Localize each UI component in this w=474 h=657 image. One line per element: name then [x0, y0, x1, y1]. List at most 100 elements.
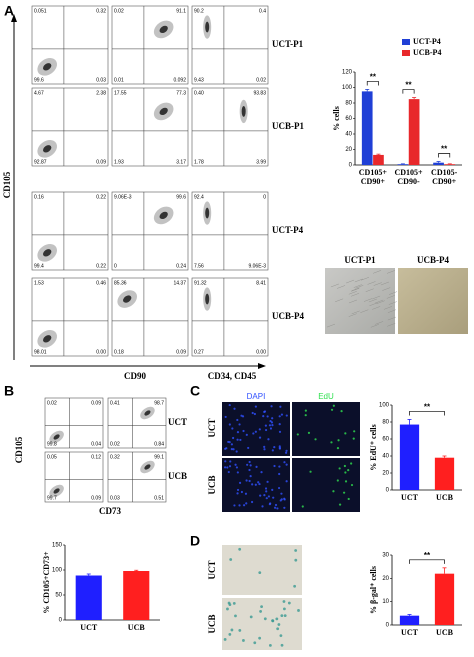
quadrant-value: 0.092 — [173, 77, 186, 83]
quadrant-value: 0.05 — [47, 454, 57, 460]
flow-plot — [111, 191, 189, 271]
nucleus — [252, 432, 255, 435]
quadrant-value: 0.00 — [256, 349, 266, 355]
nucleus — [271, 424, 274, 427]
cell-texture — [383, 306, 393, 310]
y-axis-label: % EdU⁺ cells — [369, 424, 378, 470]
cell-population — [159, 107, 168, 116]
stained-cell — [279, 634, 283, 638]
row-label: UCB — [207, 614, 217, 633]
quadrant-value: 98.7 — [154, 400, 164, 406]
significance-bracket — [409, 411, 445, 416]
bar — [75, 575, 102, 620]
cell-population — [205, 207, 210, 219]
quadrant-value: 99.1 — [154, 454, 164, 460]
cell-population — [53, 434, 60, 440]
nucleus — [246, 463, 249, 466]
quadrant-value: 1.53 — [34, 280, 44, 286]
stained-cell — [242, 639, 245, 642]
stained-cell — [259, 610, 262, 613]
quadrant-value: 0.51 — [154, 495, 164, 501]
y-tick-label: 0 — [386, 623, 390, 629]
quadrant-value: 3.99 — [256, 159, 266, 165]
nucleus — [251, 483, 254, 486]
stained-cell — [234, 614, 237, 618]
nucleus — [248, 468, 251, 472]
flow-plot — [191, 5, 269, 85]
micrograph — [325, 268, 395, 334]
significance-label: ** — [405, 81, 412, 90]
cell-texture — [348, 313, 357, 317]
nucleus — [278, 415, 281, 418]
nucleus — [267, 495, 271, 498]
row-label: UCT-P1 — [272, 39, 304, 49]
y-tick-label: 60 — [345, 116, 352, 122]
y-tick-label: 60 — [382, 437, 389, 443]
nucleus — [279, 405, 282, 408]
cell-texture — [376, 300, 385, 304]
quadrant-value: 0.16 — [34, 194, 44, 200]
nucleus — [272, 496, 275, 499]
image-label: UCB-P4 — [417, 255, 449, 265]
nucleus — [332, 490, 335, 493]
nucleus — [264, 424, 267, 427]
nucleus — [347, 469, 350, 472]
quadrant-value: 99.6 — [176, 194, 186, 200]
nucleus — [223, 466, 227, 469]
y-tick-label: 100 — [52, 568, 63, 574]
nucleus — [304, 409, 307, 412]
nucleus — [247, 446, 250, 450]
significance-bracket — [366, 81, 379, 86]
quadrant-value: 0.40 — [194, 90, 204, 96]
nucleus — [344, 471, 347, 474]
arrow-head — [258, 363, 266, 369]
stained-cell — [249, 615, 253, 619]
bar — [434, 457, 455, 490]
nucleus — [278, 423, 281, 426]
quadrant-value: 0.27 — [194, 349, 204, 355]
nucleus — [278, 430, 282, 433]
stained-cell — [283, 614, 287, 618]
cell-texture — [375, 321, 384, 325]
y-tick-label: 40 — [345, 132, 352, 138]
nucleus — [263, 445, 266, 448]
cell-texture — [386, 270, 396, 274]
nucleus — [254, 430, 257, 433]
nucleus — [270, 421, 274, 424]
quadrant-value: 0.01 — [114, 77, 124, 83]
stained-cell — [232, 602, 236, 605]
stained-cell — [280, 614, 284, 618]
nucleus — [269, 427, 273, 430]
bar — [397, 164, 409, 165]
nucleus — [344, 480, 348, 483]
bar — [433, 162, 444, 165]
stained-cell — [287, 601, 291, 605]
nucleus — [234, 463, 237, 466]
nucleus — [269, 419, 272, 423]
y-tick-label: 80 — [382, 420, 389, 426]
stained-cell — [271, 619, 274, 623]
quadrant-value: 99.4 — [34, 263, 44, 269]
nucleus — [332, 404, 335, 407]
nucleus — [283, 461, 286, 464]
nucleus — [228, 403, 231, 407]
x-tick-label: UCB — [436, 628, 453, 637]
cell-population — [43, 63, 52, 71]
quadrant-value: 0.41 — [110, 400, 120, 406]
row-label: UCB — [207, 475, 217, 494]
significance-bracket — [409, 559, 445, 564]
nucleus — [343, 464, 346, 468]
nucleus — [249, 474, 252, 478]
stained-cell — [238, 547, 242, 551]
quadrant-value: 3.17 — [176, 159, 186, 165]
stained-cell — [223, 638, 227, 641]
nucleus — [224, 460, 227, 463]
nucleus — [249, 464, 252, 467]
quadrant-value: 4.67 — [34, 90, 44, 96]
x-tick-label: CD105+ CD90+ — [358, 168, 387, 186]
cell-texture — [351, 288, 360, 292]
nucleus — [270, 405, 273, 408]
cell-texture — [360, 309, 369, 313]
